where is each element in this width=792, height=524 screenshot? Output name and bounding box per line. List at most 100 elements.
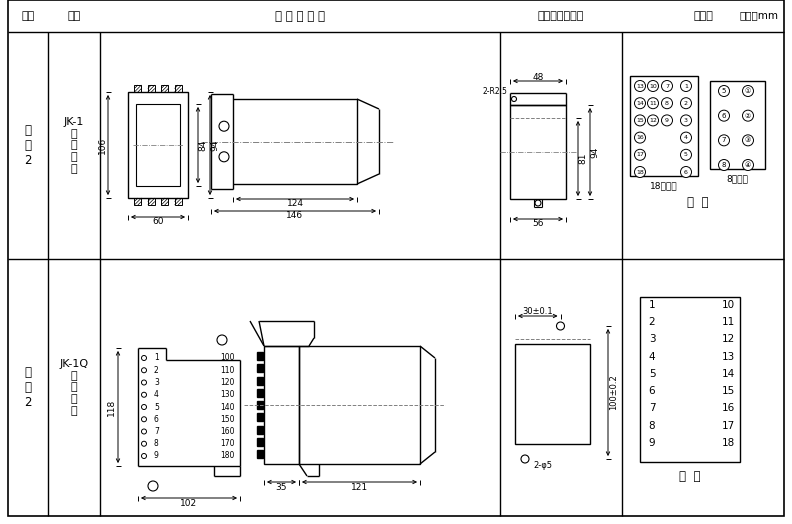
- Bar: [257, 425, 263, 433]
- Text: 140: 140: [220, 402, 235, 411]
- Text: 1: 1: [684, 83, 688, 89]
- Bar: [148, 85, 154, 92]
- Text: 5: 5: [154, 402, 159, 411]
- Text: 安装开孔尺寸图: 安装开孔尺寸图: [538, 11, 584, 21]
- Text: 100: 100: [220, 354, 235, 363]
- Text: 6: 6: [684, 169, 688, 174]
- Text: 130: 130: [220, 390, 235, 399]
- Bar: [710, 81, 765, 169]
- Circle shape: [743, 159, 753, 170]
- Circle shape: [718, 85, 729, 96]
- Text: 146: 146: [287, 212, 303, 221]
- Text: 13: 13: [722, 352, 735, 362]
- Bar: [515, 344, 590, 444]
- Circle shape: [142, 417, 147, 422]
- Text: 12: 12: [649, 118, 657, 123]
- Circle shape: [743, 85, 753, 96]
- Bar: [162, 85, 168, 92]
- Circle shape: [219, 152, 229, 162]
- Text: 外 形 尺 寸 图: 外 形 尺 寸 图: [275, 9, 325, 23]
- Circle shape: [718, 135, 729, 146]
- Text: 106: 106: [97, 136, 106, 154]
- Bar: [128, 92, 188, 198]
- Text: 图号: 图号: [21, 11, 35, 21]
- Text: 9: 9: [649, 438, 655, 448]
- Circle shape: [661, 115, 672, 126]
- Text: 结构: 结构: [67, 11, 81, 21]
- Circle shape: [661, 97, 672, 108]
- Circle shape: [142, 380, 147, 385]
- Bar: [148, 198, 154, 205]
- Text: 2: 2: [684, 101, 688, 106]
- Bar: [257, 389, 263, 397]
- Bar: [162, 198, 168, 205]
- Text: 118: 118: [106, 398, 116, 416]
- Circle shape: [743, 110, 753, 121]
- Text: ①: ①: [744, 88, 751, 94]
- Circle shape: [219, 121, 229, 131]
- Text: 15: 15: [722, 386, 735, 396]
- Text: 附
图
2: 附 图 2: [25, 366, 32, 409]
- Text: 124: 124: [287, 200, 303, 209]
- Text: 8: 8: [722, 162, 726, 168]
- Text: 2: 2: [154, 366, 158, 375]
- Text: 150: 150: [220, 415, 235, 424]
- Text: 180: 180: [221, 452, 235, 461]
- Text: 1: 1: [154, 354, 158, 363]
- Text: 5: 5: [684, 152, 688, 157]
- Circle shape: [142, 441, 147, 446]
- Text: 4: 4: [649, 352, 655, 362]
- Text: 6: 6: [154, 415, 159, 424]
- Circle shape: [142, 355, 147, 361]
- Text: 81: 81: [578, 153, 588, 164]
- Bar: [257, 377, 263, 385]
- Circle shape: [634, 115, 645, 126]
- Text: 6: 6: [649, 386, 655, 396]
- Circle shape: [634, 132, 645, 143]
- Text: 6: 6: [722, 113, 726, 118]
- Bar: [135, 85, 142, 92]
- Bar: [136, 104, 180, 186]
- Circle shape: [680, 81, 691, 92]
- Text: 12: 12: [722, 334, 735, 344]
- Text: 8: 8: [154, 439, 158, 448]
- Circle shape: [142, 392, 147, 397]
- Text: 18: 18: [636, 169, 644, 174]
- Circle shape: [512, 96, 516, 102]
- Circle shape: [648, 81, 658, 92]
- Bar: [174, 198, 181, 205]
- Circle shape: [661, 81, 672, 92]
- Circle shape: [718, 110, 729, 121]
- Text: 单位：mm: 单位：mm: [740, 10, 779, 20]
- Text: 3: 3: [684, 118, 688, 123]
- Text: 100±0.2: 100±0.2: [610, 375, 619, 410]
- Text: 120: 120: [221, 378, 235, 387]
- Text: 1: 1: [649, 300, 655, 310]
- Bar: [257, 352, 263, 360]
- Circle shape: [557, 322, 565, 330]
- Text: 7: 7: [665, 83, 669, 89]
- Text: 14: 14: [636, 101, 644, 106]
- Circle shape: [634, 167, 645, 178]
- Circle shape: [680, 167, 691, 178]
- Text: 121: 121: [351, 483, 368, 492]
- Text: 7: 7: [649, 403, 655, 413]
- Bar: [257, 413, 263, 421]
- Circle shape: [521, 455, 529, 463]
- Text: 7: 7: [154, 427, 159, 436]
- Text: 94: 94: [591, 146, 600, 158]
- Text: 10: 10: [722, 300, 734, 310]
- Circle shape: [142, 368, 147, 373]
- Text: 16: 16: [722, 403, 735, 413]
- Circle shape: [743, 135, 753, 146]
- Circle shape: [680, 115, 691, 126]
- Circle shape: [142, 405, 147, 409]
- Text: 4: 4: [684, 135, 688, 140]
- Text: 9: 9: [665, 118, 669, 123]
- Circle shape: [142, 429, 147, 434]
- Bar: [233, 99, 357, 184]
- Text: 60: 60: [152, 217, 164, 226]
- Text: 9: 9: [154, 452, 159, 461]
- Text: 3: 3: [154, 378, 159, 387]
- Bar: [257, 438, 263, 446]
